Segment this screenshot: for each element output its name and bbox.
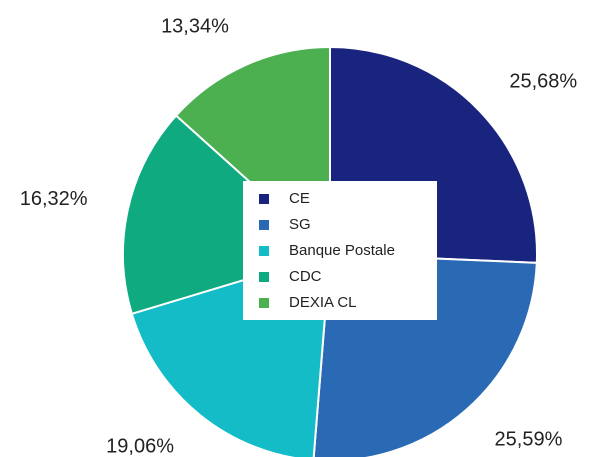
legend-swatch [259,272,269,282]
legend-label: CDC [289,268,322,285]
legend-label: SG [289,216,311,233]
legend-label: DEXIA CL [289,294,357,311]
legend-box [243,181,437,320]
legend-swatch [259,298,269,308]
slice-label: 13,34% [161,15,229,37]
legend-swatch [259,220,269,230]
legend-label: Banque Postale [289,242,395,259]
slice-label: 16,32% [20,188,88,210]
legend-swatch [259,194,269,204]
slice-label: 25,59% [495,428,563,450]
legend-swatch [259,246,269,256]
legend-label: CE [289,190,310,207]
slice-label: 19,06% [106,436,174,457]
slice-label: 25,68% [509,70,577,92]
